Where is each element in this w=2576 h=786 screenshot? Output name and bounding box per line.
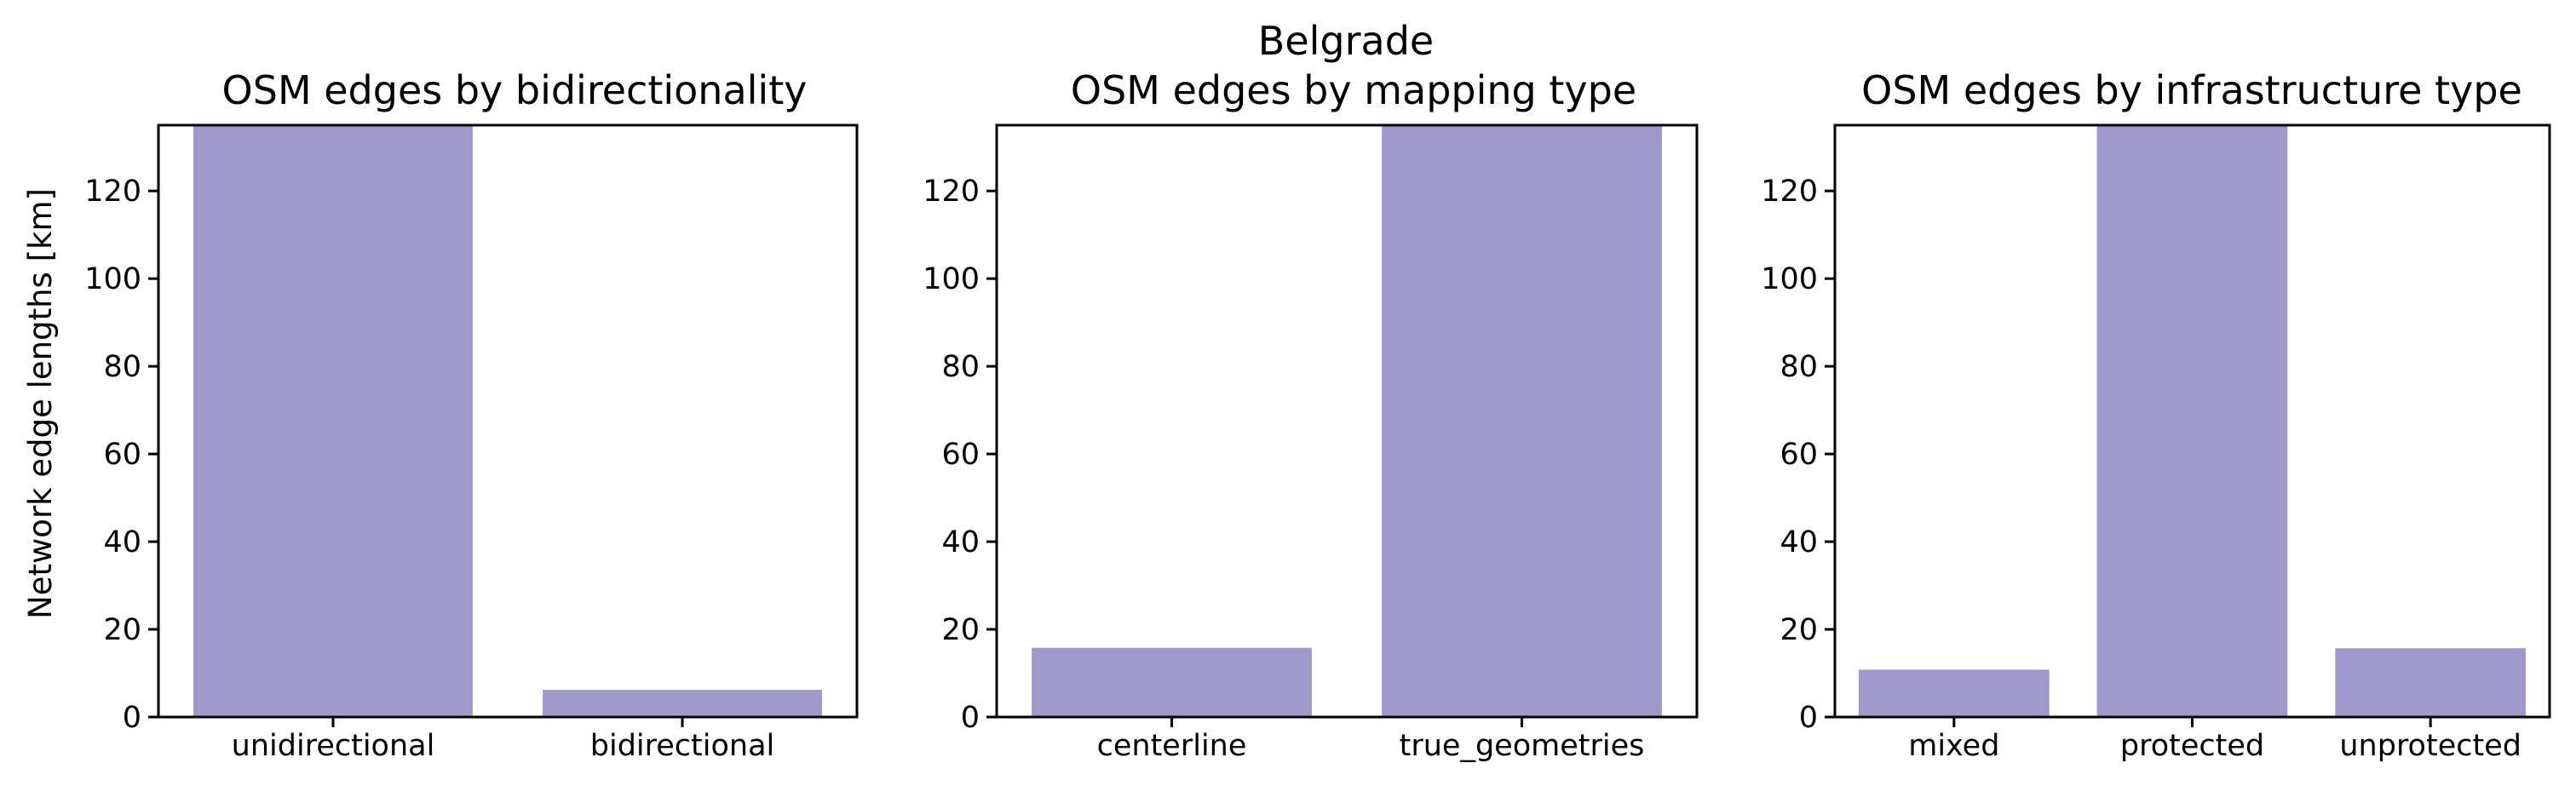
x-tick-label: centerline <box>1097 729 1247 763</box>
bar-centerline <box>1032 647 1312 717</box>
y-tick-label: 100 <box>923 262 980 296</box>
x-tick-label: true_geometries <box>1400 729 1645 763</box>
bars-group <box>1859 125 2526 717</box>
y-tick-label: 20 <box>103 613 141 647</box>
subplot-mapping-type: OSM edges by mapping type 0 20 40 60 80 100 12… <box>923 67 1699 763</box>
x-tick-label: protected <box>2120 729 2264 763</box>
y-tick-label: 80 <box>941 350 980 384</box>
y-tick-label: 100 <box>1761 262 1818 296</box>
bars-group <box>193 125 822 717</box>
bar-true-geometries <box>1382 125 1662 717</box>
bars-group <box>1032 125 1662 717</box>
y-tick-label: 0 <box>961 701 980 735</box>
y-ticks-group: 0 20 40 60 80 100 120 <box>923 175 997 735</box>
figure-suptitle: Belgrade <box>1258 18 1434 64</box>
subplot-title: OSM edges by bidirectionality <box>222 67 808 113</box>
bar-protected <box>2096 125 2288 717</box>
y-tick-label: 40 <box>103 525 141 559</box>
x-tick-label: bidirectional <box>590 729 775 763</box>
y-tick-label: 0 <box>123 701 141 735</box>
subplot-infrastructure-type: OSM edges by infrastructure type 0 20 40 60… <box>1761 67 2551 763</box>
subplot-title: OSM edges by mapping type <box>1071 67 1636 113</box>
y-ticks-group: 0 20 40 60 80 100 120 <box>1761 175 1835 735</box>
y-tick-label: 120 <box>84 175 141 209</box>
y-tick-label: 20 <box>1780 613 1818 647</box>
x-ticks-group: unidirectional bidirectional <box>232 717 775 763</box>
bar-unidirectional <box>193 125 473 717</box>
x-tick-label: unidirectional <box>232 729 435 763</box>
bar-mixed <box>1859 669 2050 717</box>
axes-frame <box>1833 123 2551 719</box>
subplot-title: OSM edges by infrastructure type <box>1861 67 2522 113</box>
axes-frame <box>995 123 1699 719</box>
y-tick-label: 80 <box>103 350 141 384</box>
y-tick-label: 40 <box>1780 525 1818 559</box>
y-tick-label: 0 <box>1799 701 1818 735</box>
y-tick-label: 100 <box>84 262 141 296</box>
x-tick-label: mixed <box>1908 729 1999 763</box>
subplot-bidirectionality: OSM edges by bidirectionality 0 20 40 60 80 1… <box>84 67 859 763</box>
y-tick-label: 40 <box>941 525 980 559</box>
bar-unprotected <box>2335 648 2526 717</box>
y-ticks-group: 0 20 40 60 80 100 120 <box>84 175 158 735</box>
y-tick-label: 120 <box>923 175 980 209</box>
y-tick-label: 120 <box>1761 175 1818 209</box>
x-ticks-group: mixed protected unprotected <box>1908 717 2521 763</box>
x-tick-label: unprotected <box>2339 729 2521 763</box>
x-ticks-group: centerline true_geometries <box>1097 717 1645 763</box>
y-tick-label: 60 <box>1780 438 1818 472</box>
bar-bidirectional <box>543 690 822 717</box>
axes-frame <box>157 123 859 719</box>
y-axis-label: Network edge lengths [km] <box>22 188 59 619</box>
y-tick-label: 80 <box>1780 350 1818 384</box>
y-tick-label: 20 <box>941 613 980 647</box>
y-tick-label: 60 <box>941 438 980 472</box>
y-tick-label: 60 <box>103 438 141 472</box>
